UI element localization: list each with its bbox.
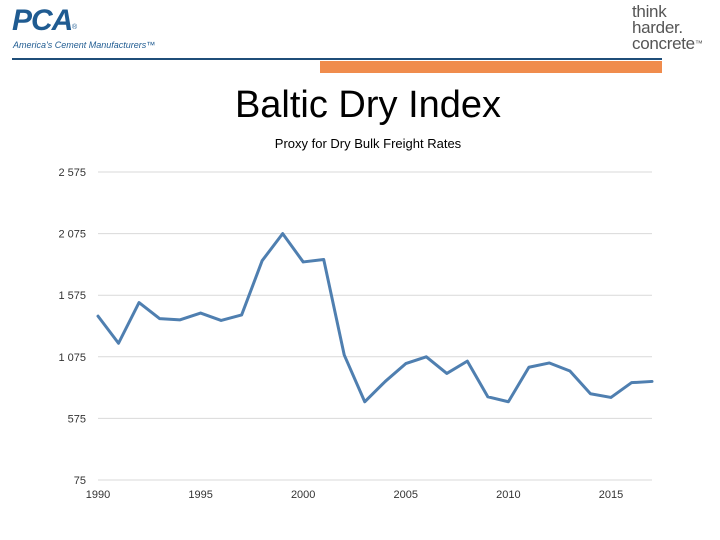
pca-registered-mark: ® [72,24,78,31]
data-point [445,372,449,375]
data-point [507,400,510,403]
data-point [527,366,531,369]
data-point [178,318,182,322]
data-point [343,353,346,357]
data-point [260,259,264,262]
data-point [466,359,469,363]
y-tick-label: 2 075 [58,229,86,241]
x-tick-label: 2015 [599,489,623,501]
think-harder-concrete-logo: think harder. concrete™ [632,2,718,54]
pca-logo-mark: PCA [12,4,73,37]
data-point [650,380,654,383]
x-tick-label: 2010 [496,489,520,501]
pca-logo: PCA ® America's Cement Manufacturers™ [12,6,162,56]
chart-subtitle: Proxy for Dry Bulk Freight Rates [274,136,462,151]
data-point [609,396,613,399]
think-logo-line-2: harder. [632,18,683,37]
x-tick-label: 1990 [86,489,110,501]
think-logo-tm: ™ [694,39,703,48]
data-point [199,311,202,315]
x-tick-label: 2000 [291,489,315,501]
data-point [301,260,305,264]
data-point [384,380,387,383]
data-point [117,342,120,345]
think-logo-line-3: concrete™ [632,34,718,53]
series-line [96,232,654,404]
x-tick-label: 1995 [188,489,212,501]
y-tick-label: 1 075 [58,352,86,364]
pca-tagline: America's Cement Manufacturers™ [13,40,156,50]
data-point [322,258,325,261]
data-point [404,362,407,365]
y-tick-label: 75 [74,475,86,487]
data-point [219,319,223,322]
data-point [548,361,551,365]
y-tick-label: 1 575 [58,290,86,302]
data-point [630,381,633,384]
think-logo-line-1: think [632,2,667,21]
data-point [281,232,284,235]
header-divider [12,58,662,60]
data-point [158,317,161,320]
header-accent-bar [320,61,662,73]
data-point [240,313,243,317]
data-point [96,314,100,318]
y-tick-label: 575 [68,413,86,425]
data-point [137,301,141,304]
y-tick-label: 2 575 [58,167,86,179]
data-point [589,392,592,395]
think-logo-line-3-text: concrete [632,34,695,53]
chart-title: Baltic Dry Index [234,84,502,126]
x-tick-label: 2005 [394,489,418,501]
data-point [568,369,572,373]
data-point [425,355,428,358]
data-point [363,400,366,403]
data-point [486,395,490,399]
